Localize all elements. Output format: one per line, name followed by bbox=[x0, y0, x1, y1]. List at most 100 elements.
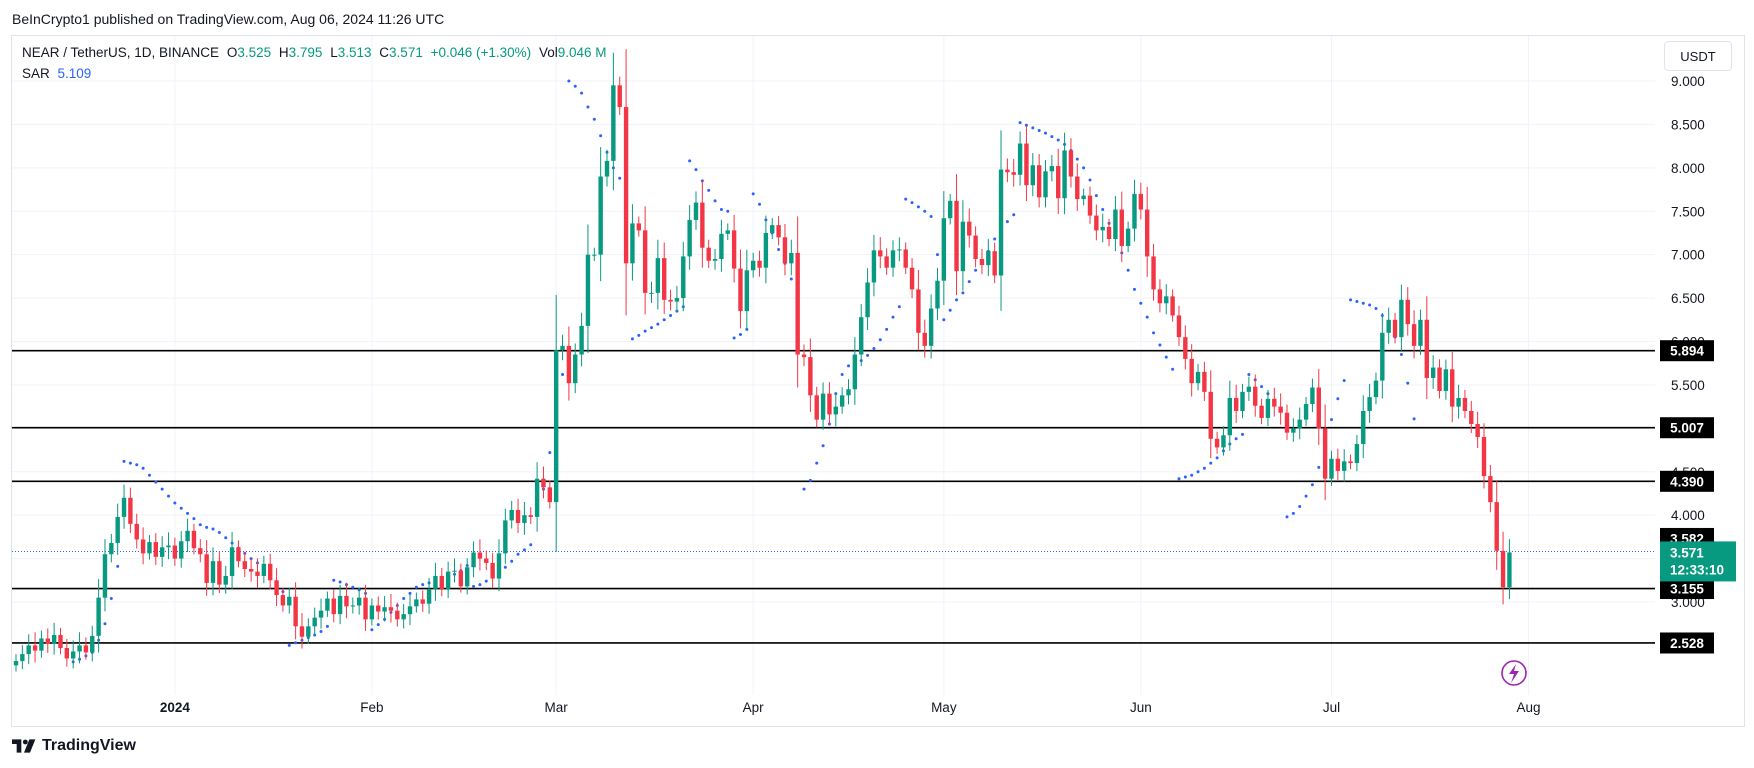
candle-body bbox=[547, 487, 553, 503]
candle-body bbox=[859, 317, 864, 355]
sar-dot bbox=[167, 494, 171, 498]
candle-body bbox=[382, 607, 387, 612]
sar-dot bbox=[643, 329, 647, 333]
time-axis: 2024 Feb Mar Apr May Jun Jul Aug bbox=[160, 700, 1541, 715]
candle-body bbox=[1367, 397, 1372, 411]
candle-body bbox=[928, 308, 934, 346]
sar-dot bbox=[694, 168, 698, 172]
candle-body bbox=[1081, 195, 1086, 200]
candle-body bbox=[1183, 337, 1188, 359]
ohlc-legend: NEAR / TetherUS, 1D, BINANCE O3.525 H3.7… bbox=[22, 45, 611, 60]
sar-dot bbox=[338, 580, 342, 584]
candle-body bbox=[1068, 150, 1074, 177]
sar-dot bbox=[402, 597, 406, 601]
candle-body bbox=[64, 648, 70, 659]
candle-body bbox=[1075, 176, 1080, 200]
sar-dot bbox=[1329, 418, 1333, 422]
sar-dot bbox=[1374, 307, 1378, 311]
level-tag-label: 5.007 bbox=[1670, 421, 1704, 436]
level-tag-label: 4.390 bbox=[1670, 474, 1704, 489]
sar-dot bbox=[955, 298, 959, 302]
sar-dot bbox=[1241, 432, 1245, 436]
candle-body bbox=[1418, 319, 1423, 346]
candle-body bbox=[560, 345, 565, 351]
sar-dot bbox=[961, 291, 965, 295]
candle-body bbox=[1195, 371, 1201, 384]
sar-dot bbox=[548, 451, 552, 455]
sar-dot bbox=[160, 487, 164, 491]
candle-body bbox=[426, 588, 432, 604]
high-label: H bbox=[278, 45, 289, 60]
sar-dot bbox=[967, 280, 971, 284]
candle-body bbox=[1361, 410, 1366, 444]
sar-dot bbox=[128, 461, 132, 465]
level-tag bbox=[1660, 417, 1714, 439]
candle-body bbox=[973, 235, 978, 260]
sar-dot bbox=[1209, 461, 1213, 465]
candle-body bbox=[407, 606, 413, 615]
sar-dot bbox=[923, 209, 927, 213]
sar-dot bbox=[135, 463, 139, 467]
sar-dot bbox=[935, 253, 939, 257]
sar-dot bbox=[1234, 437, 1238, 441]
sar-label[interactable]: SAR bbox=[22, 66, 50, 81]
currency-selector[interactable]: USDT bbox=[1664, 41, 1732, 71]
candle-body bbox=[719, 233, 724, 260]
candle-body bbox=[115, 516, 120, 543]
sar-dot bbox=[910, 201, 914, 205]
candle-body bbox=[1405, 299, 1410, 325]
candle-body bbox=[503, 520, 508, 554]
candle-body bbox=[839, 395, 845, 407]
lightning-icon[interactable] bbox=[1501, 660, 1527, 686]
candle-body bbox=[166, 545, 171, 548]
sar-dot bbox=[726, 209, 730, 213]
sar-dot bbox=[1132, 287, 1136, 291]
sar-dot bbox=[650, 326, 653, 330]
candle-body bbox=[992, 251, 997, 276]
level-tag-label: 3.155 bbox=[1670, 582, 1704, 597]
sar-dot bbox=[211, 527, 215, 531]
candle-body bbox=[795, 252, 800, 355]
brand-name: TradingView bbox=[42, 737, 136, 754]
candle-body bbox=[954, 200, 959, 272]
candle-body bbox=[77, 645, 82, 652]
candle-body bbox=[1036, 165, 1042, 198]
candle-body bbox=[1284, 412, 1290, 433]
candle-body bbox=[1240, 391, 1245, 411]
candle-body bbox=[712, 259, 718, 261]
candle-body bbox=[1341, 461, 1347, 471]
candle-body bbox=[229, 547, 235, 576]
price-tick-label: 8.000 bbox=[1671, 161, 1705, 176]
candle-body bbox=[1062, 150, 1067, 199]
candle-body bbox=[465, 567, 470, 587]
sar-dot bbox=[1399, 353, 1403, 357]
candle-body bbox=[947, 200, 953, 219]
sar-dot bbox=[974, 268, 978, 272]
sar-dot bbox=[205, 525, 209, 529]
sar-dot bbox=[408, 591, 412, 595]
tradingview-brand[interactable]: TradingView bbox=[12, 737, 136, 755]
support-resistance-levels bbox=[12, 349, 1655, 644]
candle-body bbox=[1164, 296, 1169, 304]
candle-body bbox=[1087, 195, 1093, 216]
candle-body bbox=[90, 635, 95, 653]
candle-body bbox=[941, 218, 947, 281]
sar-dot bbox=[1247, 372, 1251, 376]
sar-dot bbox=[1190, 473, 1194, 477]
symbol-title[interactable]: NEAR / TetherUS, 1D, BINANCE bbox=[22, 45, 220, 60]
sar-dot bbox=[719, 208, 723, 212]
current-price-label: 3.571 bbox=[1670, 545, 1704, 560]
sar-dot bbox=[109, 597, 113, 601]
candle-body bbox=[1125, 228, 1131, 246]
candle-body bbox=[280, 595, 286, 606]
candle-body bbox=[236, 547, 241, 562]
level-tag bbox=[1660, 578, 1714, 600]
candle-body bbox=[897, 249, 902, 251]
close-label: C bbox=[379, 45, 390, 60]
sar-dot bbox=[1342, 379, 1346, 383]
sar-dot bbox=[713, 199, 717, 203]
high-value: 3.795 bbox=[288, 45, 323, 60]
candle-body bbox=[306, 626, 311, 637]
candle-body bbox=[916, 289, 921, 333]
